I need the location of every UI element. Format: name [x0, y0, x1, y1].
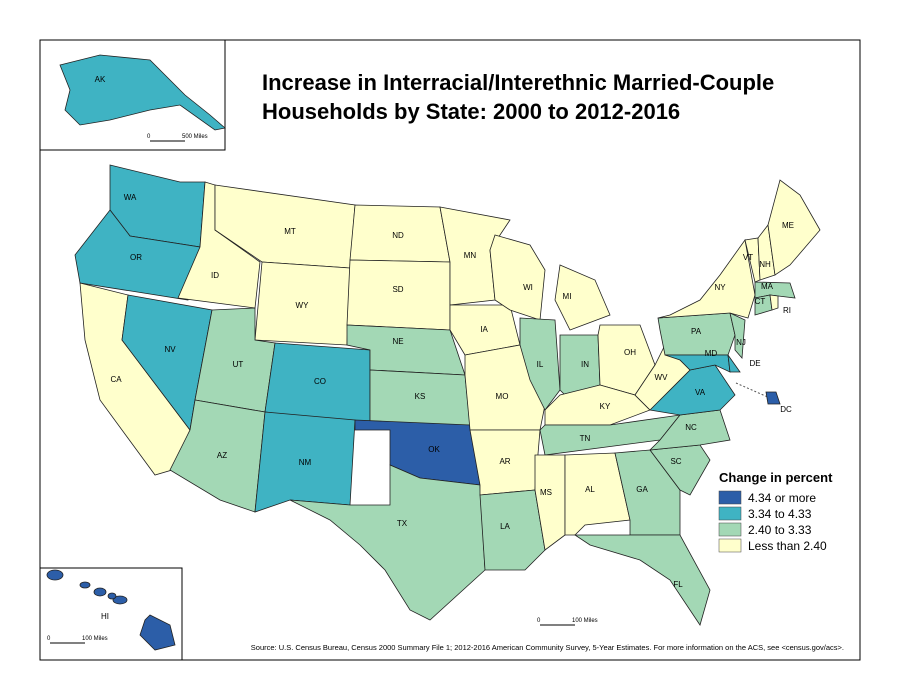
state-label: OH: [624, 348, 636, 357]
state-label: AZ: [217, 451, 227, 460]
state: [727, 354, 741, 373]
state-label: TN: [580, 434, 591, 443]
state-label: MT: [284, 227, 296, 236]
state-label: NY: [714, 283, 726, 292]
scale-label: 0: [537, 618, 541, 624]
island: [93, 587, 107, 597]
state-label: UT: [233, 360, 244, 369]
state-label: VA: [695, 388, 706, 397]
state: [754, 281, 796, 299]
island: [46, 569, 64, 581]
state: [765, 391, 781, 405]
state: [534, 454, 566, 551]
state: [554, 264, 611, 331]
state-label: AR: [499, 457, 510, 466]
state-label: WA: [124, 193, 137, 202]
state: [489, 234, 546, 321]
state-label: OK: [428, 445, 440, 454]
legend-label: Less than 2.40: [748, 539, 827, 553]
legend-swatch: [718, 522, 742, 537]
state-label: NH: [759, 260, 771, 269]
legend-label: 3.34 to 4.33: [748, 507, 812, 521]
state-label: IA: [480, 325, 488, 334]
state-label: DC: [780, 405, 792, 414]
scale-label: 100 Miles: [572, 618, 598, 624]
state-label: MI: [563, 292, 572, 301]
state-label: VT: [743, 253, 753, 262]
state-label: NJ: [736, 338, 746, 347]
state-label: RI: [783, 306, 791, 315]
title-line: Households by State: 2000 to 2012-2016: [262, 99, 680, 124]
state-label: FL: [673, 580, 683, 589]
legend-label: 2.40 to 3.33: [748, 523, 812, 537]
state: [59, 54, 226, 131]
state-label: WV: [655, 373, 669, 382]
state-label: OR: [130, 253, 142, 262]
state-label: HI: [101, 612, 109, 621]
island: [79, 581, 91, 589]
state-label: TX: [397, 519, 408, 528]
island: [107, 592, 117, 600]
state-label: CT: [755, 297, 766, 306]
state-label: GA: [636, 485, 648, 494]
state-label: CA: [110, 375, 122, 384]
scale-label: 100 Miles: [82, 636, 108, 642]
state: [729, 312, 746, 359]
state-label: IN: [581, 360, 589, 369]
legend-label: 4.34 or more: [748, 491, 816, 505]
state-label: SD: [392, 285, 403, 294]
state-label: PA: [691, 327, 702, 336]
state-label: MS: [540, 488, 552, 497]
state-label: WI: [523, 283, 533, 292]
state-label: KS: [415, 392, 426, 401]
state-label: CO: [314, 377, 326, 386]
state: [479, 489, 546, 571]
state: [139, 614, 176, 651]
state: [289, 464, 486, 621]
state-label: ME: [782, 221, 794, 230]
state-label: AL: [585, 485, 595, 494]
state: [769, 294, 779, 311]
scale-label: 0: [47, 636, 51, 642]
title-line: Increase in Interracial/Interethnic Marr…: [262, 70, 774, 95]
scale-label: 0: [147, 134, 151, 140]
state-label: DE: [749, 359, 760, 368]
state-label: MD: [705, 349, 718, 358]
state-label: MO: [496, 392, 509, 401]
state-label: AK: [95, 75, 106, 84]
legend-swatch: [718, 506, 742, 521]
state-label: KY: [600, 402, 611, 411]
state-label: NE: [392, 337, 403, 346]
state: [559, 334, 601, 396]
state-label: NM: [299, 458, 312, 467]
state-label: SC: [670, 457, 681, 466]
legend-swatch: [718, 538, 742, 553]
state-label: ID: [211, 271, 219, 280]
state: [74, 209, 201, 301]
source-note: Source: U.S. Census Bureau, Census 2000 …: [251, 643, 844, 652]
state-label: WY: [296, 301, 310, 310]
scale-label: 500 Miles: [182, 134, 208, 140]
legend-title: Change in percent: [719, 470, 833, 485]
state-label: MN: [464, 251, 477, 260]
state-label: NC: [685, 423, 697, 432]
state-label: NV: [164, 345, 176, 354]
state-label: IL: [537, 360, 544, 369]
state: [767, 179, 821, 276]
state: [573, 534, 711, 626]
island: [112, 595, 128, 605]
state-label: MA: [761, 282, 774, 291]
state-label: ND: [392, 231, 404, 240]
state-label: LA: [500, 522, 510, 531]
legend-swatch: [718, 490, 742, 505]
state: [346, 259, 451, 331]
